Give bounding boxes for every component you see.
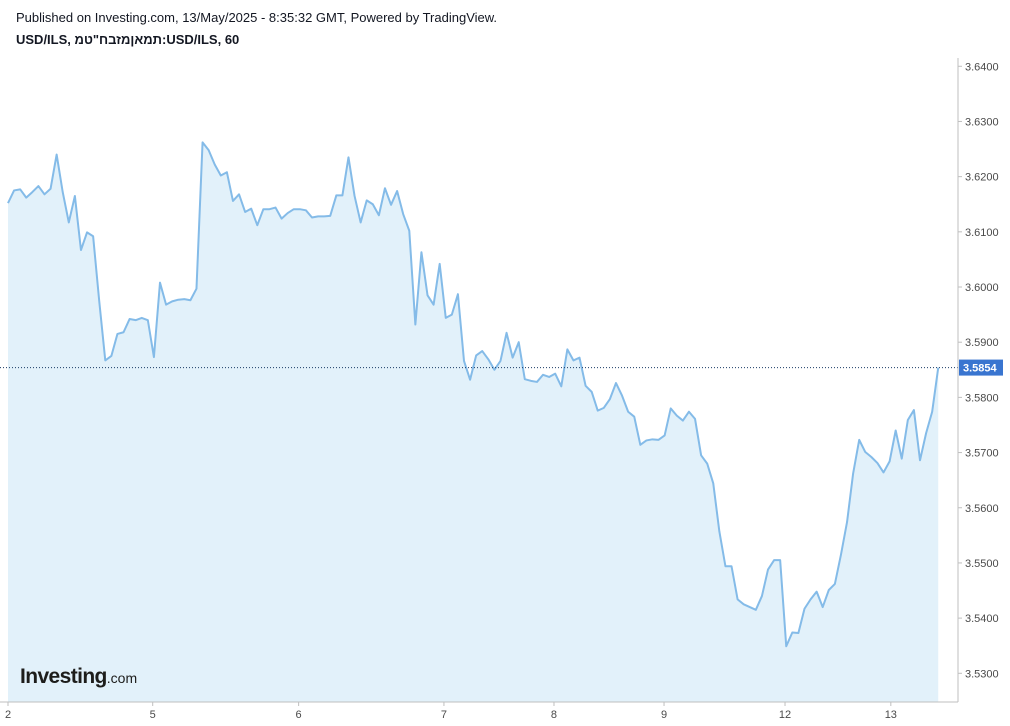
- investing-logo: Investing.com: [20, 665, 137, 689]
- price-tick-label: 3.6400: [965, 61, 999, 73]
- price-tick-label: 3.5400: [965, 613, 999, 625]
- time-tick-label: 5: [150, 709, 156, 721]
- investing-logo-suffix: .com: [106, 670, 138, 686]
- price-tick-label: 3.6100: [965, 227, 999, 239]
- time-tick-label: 2: [5, 709, 11, 721]
- price-tick-label: 3.5600: [965, 503, 999, 515]
- time-axis-ticks: 2 5 6 7 8 9 12 13: [5, 702, 897, 721]
- last-price-badge: 3.5854: [959, 359, 1003, 376]
- time-tick-label: 6: [296, 709, 302, 721]
- price-series-line: [7, 141, 940, 648]
- price-tick-label: 3.6200: [965, 172, 999, 184]
- price-area-fill: [8, 142, 939, 702]
- time-tick-label: 8: [551, 709, 557, 721]
- last-price-label: 3.5854: [963, 363, 998, 375]
- price-tick-label: 3.6000: [965, 282, 999, 294]
- time-tick-label: 9: [661, 709, 667, 721]
- price-tick-label: 3.5700: [965, 448, 999, 460]
- last-price-badge-background: [959, 359, 1003, 376]
- price-tick-label: 3.5800: [965, 392, 999, 404]
- price-tick-label: 3.5500: [965, 558, 999, 570]
- investing-logo-brand: Investing: [20, 665, 107, 688]
- time-tick-label: 13: [885, 709, 897, 721]
- time-tick-label: 12: [779, 709, 791, 721]
- price-tick-label: 3.6300: [965, 116, 999, 128]
- price-axis-ticks: 3.6400 3.6300 3.6200 3.6100 3.6000 3.5900 3.58…: [958, 61, 999, 680]
- price-tick-label: 3.5300: [965, 668, 999, 680]
- symbol-title: USD/ILS, תמאןמזבח"טמ:USD/ILS, 60: [16, 32, 240, 47]
- price-tick-label: 3.5900: [965, 337, 999, 349]
- published-info-text: Published on Investing.com, 13/May/2025 …: [16, 10, 498, 25]
- time-tick-label: 7: [441, 709, 447, 721]
